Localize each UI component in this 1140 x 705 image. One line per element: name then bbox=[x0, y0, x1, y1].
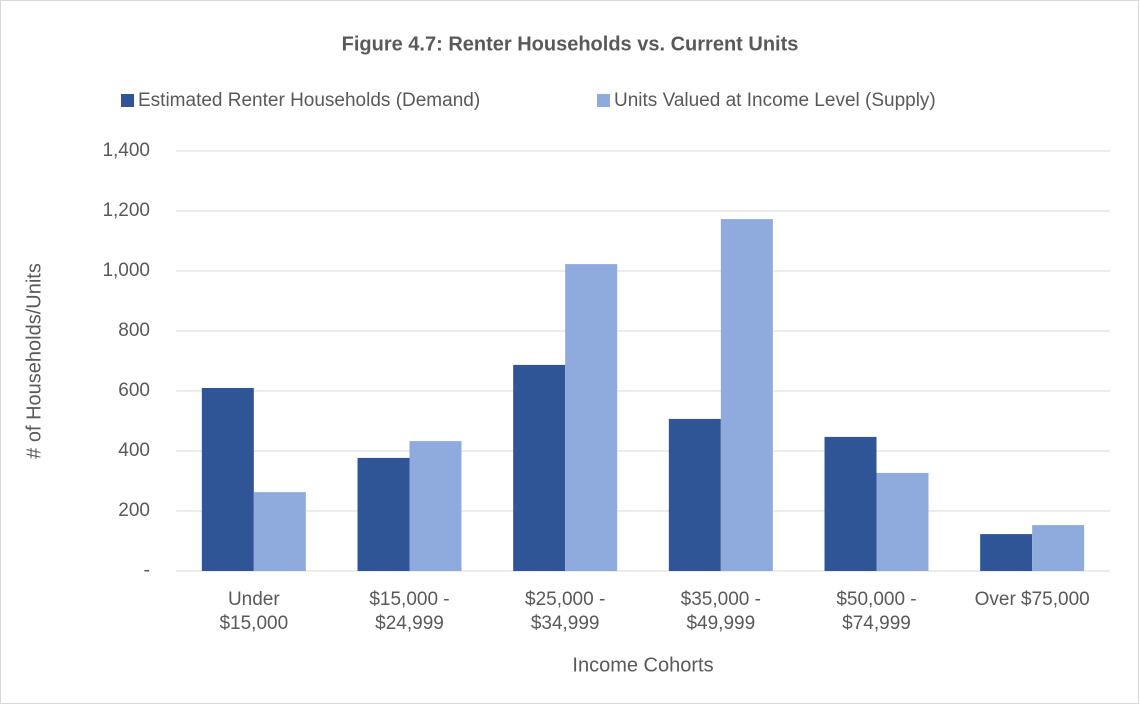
bar bbox=[201, 388, 254, 571]
bar bbox=[668, 418, 721, 571]
y-tick-label: 800 bbox=[118, 320, 150, 341]
y-tick-label: 200 bbox=[118, 500, 150, 521]
x-tick-label: $15,000 -$24,999 bbox=[369, 589, 449, 634]
legend-swatch bbox=[597, 94, 610, 107]
bar bbox=[980, 534, 1033, 571]
bar bbox=[357, 457, 410, 571]
x-tick-label: $35,000 -$49,999 bbox=[681, 589, 761, 634]
legend-swatch bbox=[121, 94, 134, 107]
y-tick-label: 1,200 bbox=[102, 200, 150, 221]
bar bbox=[513, 364, 566, 571]
bar bbox=[720, 219, 773, 571]
x-tick-label: $25,000 -$34,999 bbox=[525, 589, 605, 634]
x-tick-label: Over $75,000 bbox=[975, 589, 1090, 610]
x-tick-label: Under $15,000 bbox=[219, 589, 288, 634]
chart-title: Figure 4.7: Renter Households vs. Curren… bbox=[342, 33, 799, 55]
legend-label: Estimated Renter Households (Demand) bbox=[138, 90, 480, 111]
x-axis-label: Income Cohorts bbox=[572, 654, 713, 676]
y-tick-label: 1,000 bbox=[102, 260, 150, 281]
y-tick-label: 400 bbox=[118, 440, 150, 461]
bar bbox=[253, 492, 306, 571]
y-tick-label: 600 bbox=[118, 380, 150, 401]
y-tick-label: 1,400 bbox=[102, 140, 150, 161]
bar bbox=[565, 264, 618, 571]
bar bbox=[824, 436, 877, 571]
legend-label: Units Valued at Income Level (Supply) bbox=[614, 90, 936, 111]
y-axis-label: # of Households/Units bbox=[23, 263, 45, 459]
x-tick-label: $50,000 -$74,999 bbox=[836, 589, 916, 634]
y-tick-label: - bbox=[144, 560, 150, 581]
bar bbox=[409, 441, 462, 571]
bar bbox=[876, 472, 929, 571]
bar bbox=[1032, 525, 1085, 571]
